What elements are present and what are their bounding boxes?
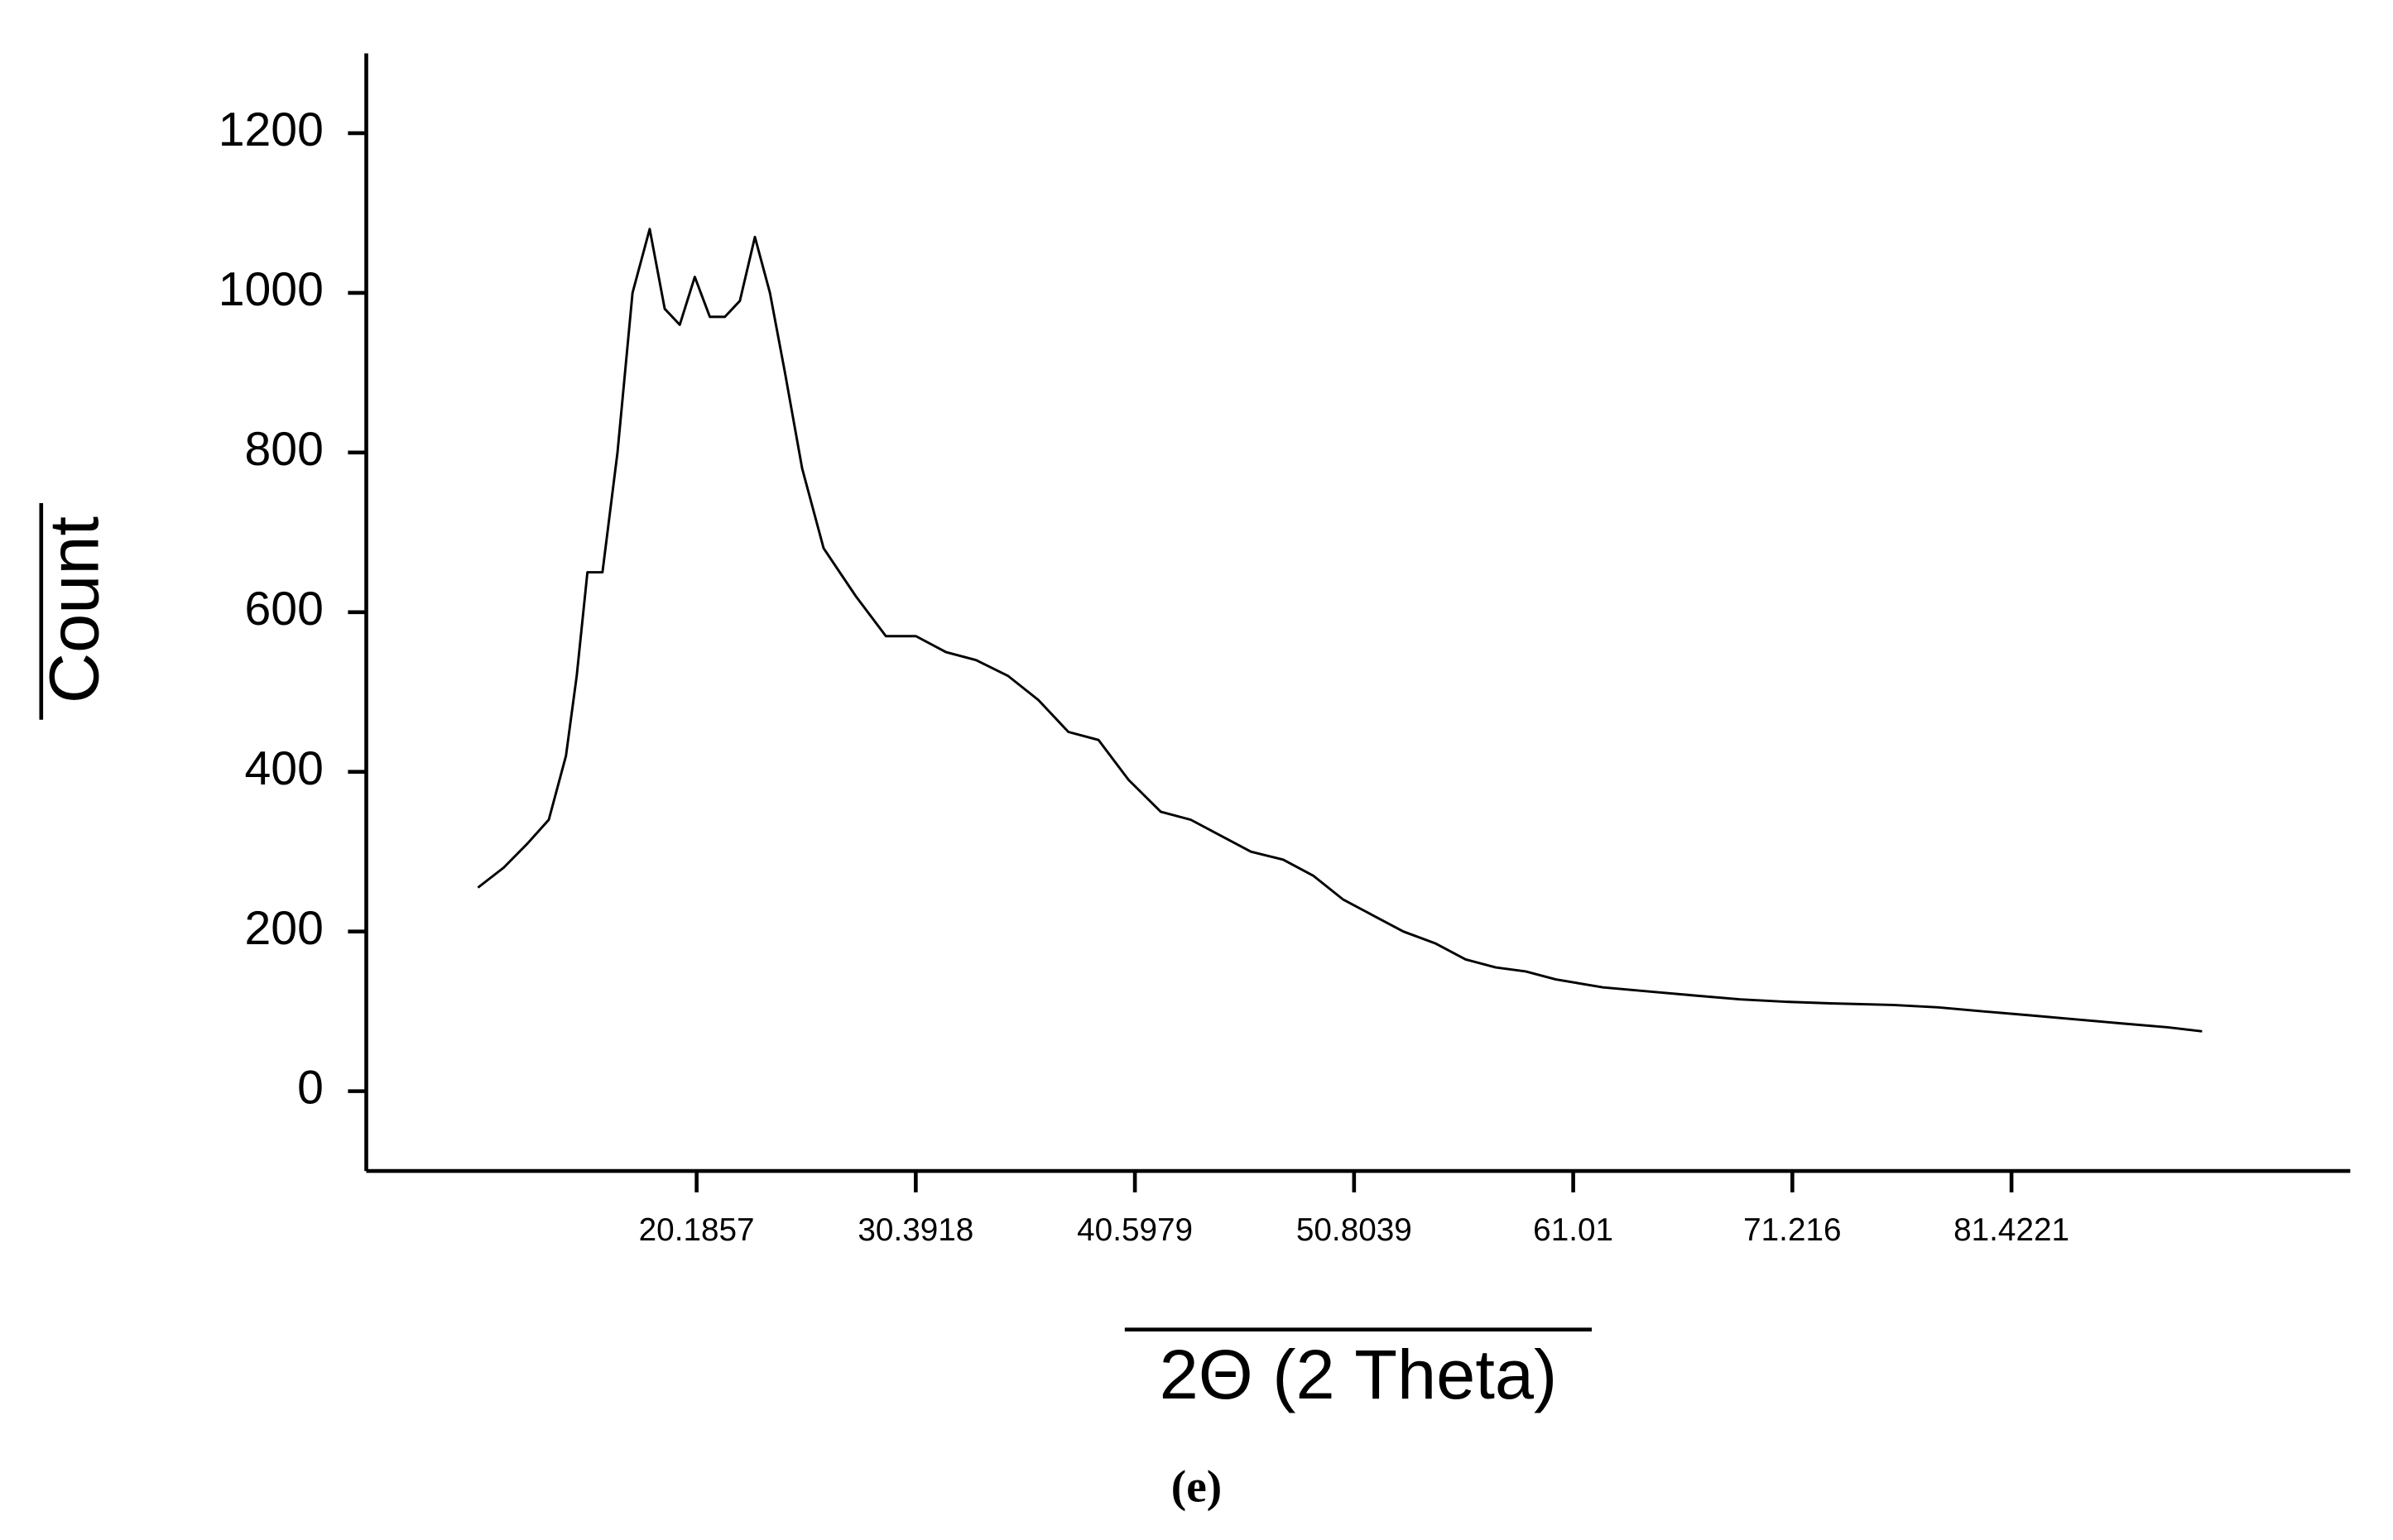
y-tick-label: 400 xyxy=(245,742,324,795)
y-axis-title: Count xyxy=(34,516,113,703)
x-tick-label: 50.8039 xyxy=(1296,1212,1412,1248)
y-tick-label: 0 xyxy=(297,1062,324,1115)
x-tick-label: 30.3918 xyxy=(858,1212,973,1248)
x-tick-label: 20.1857 xyxy=(639,1212,755,1248)
x-tick-label: 40.5979 xyxy=(1077,1212,1193,1248)
y-tick-label: 200 xyxy=(245,902,324,955)
y-tick-label: 1000 xyxy=(219,263,324,316)
caption: (e) xyxy=(1171,1461,1222,1512)
y-tick-label: 800 xyxy=(245,423,324,476)
x-tick-label: 71.216 xyxy=(1743,1212,1841,1248)
x-axis-title: 2Θ (2 Theta) xyxy=(1160,1335,1558,1413)
data-line xyxy=(477,228,2203,1033)
x-tick-label: 61.01 xyxy=(1533,1212,1613,1248)
y-tick-label: 1200 xyxy=(219,103,324,156)
x-tick-label: 81.4221 xyxy=(1953,1212,2069,1248)
y-tick-label: 600 xyxy=(245,583,324,636)
